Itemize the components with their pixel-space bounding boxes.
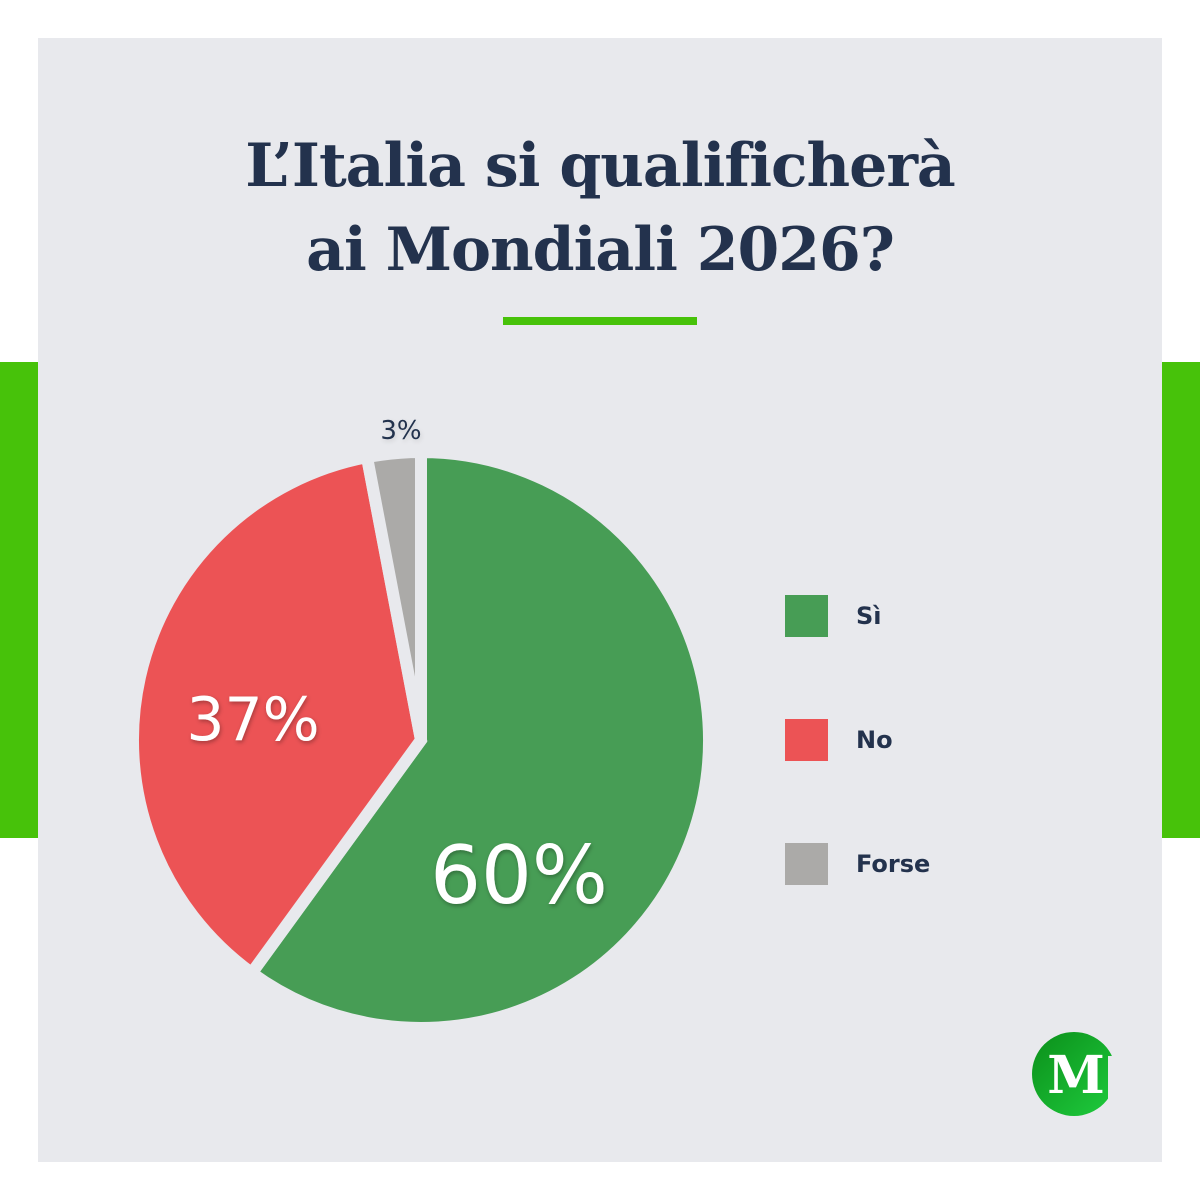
chart-title: L’Italia si qualificherà ai Mondiali 202…: [38, 124, 1162, 292]
pie-slice-no[interactable]: [127, 450, 428, 982]
right-accent-bar: [1162, 362, 1200, 838]
legend-item-no[interactable]: No: [785, 719, 1045, 761]
title-underline: [503, 317, 697, 325]
legend-swatch-no: [785, 719, 828, 761]
left-accent-bar: [0, 362, 38, 838]
pie-slice-forse[interactable]: [359, 445, 427, 742]
legend-swatch-forse: [785, 843, 828, 885]
legend-swatch-si: [785, 595, 828, 637]
title-line-1: L’Italia si qualificherà: [245, 131, 956, 201]
legend-label-no: No: [856, 726, 893, 754]
chart-card: L’Italia si qualificherà ai Mondiali 202…: [38, 38, 1162, 1162]
legend-label-forse: Forse: [856, 850, 931, 878]
legend-item-forse[interactable]: Forse: [785, 843, 1045, 885]
pie-chart: 60% 37% 3%: [127, 416, 715, 1034]
legend-label-si: Sì: [856, 602, 882, 630]
label-forse: 3%: [380, 416, 421, 446]
label-no: 37%: [186, 685, 319, 755]
title-line-2: ai Mondiali 2026?: [306, 215, 895, 285]
logo-letter: M: [1047, 1045, 1105, 1106]
label-si: 60%: [430, 829, 608, 922]
brand-logo-icon: M: [1032, 1032, 1116, 1116]
legend-item-si[interactable]: Sì: [785, 595, 1045, 637]
pie-slice-si[interactable]: [243, 445, 715, 1034]
